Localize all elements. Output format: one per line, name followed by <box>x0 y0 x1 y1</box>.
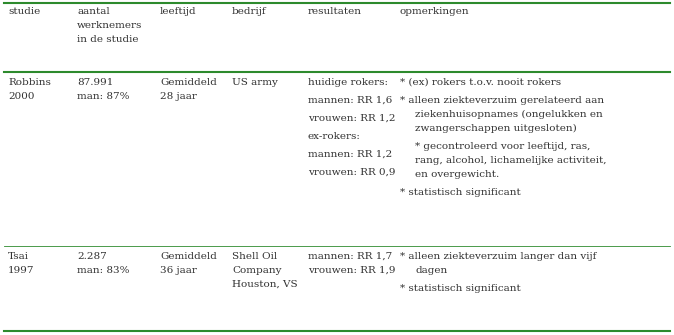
Text: Tsai: Tsai <box>8 252 29 261</box>
Text: Robbins: Robbins <box>8 78 51 87</box>
Text: Company: Company <box>232 266 282 275</box>
Text: studie: studie <box>8 7 40 16</box>
Text: mannen: RR 1,2: mannen: RR 1,2 <box>308 150 392 159</box>
Text: 28 jaar: 28 jaar <box>160 92 197 101</box>
Text: * alleen ziekteverzuim langer dan vijf: * alleen ziekteverzuim langer dan vijf <box>400 252 596 261</box>
Text: Gemiddeld: Gemiddeld <box>160 252 217 261</box>
Text: mannen: RR 1,7: mannen: RR 1,7 <box>308 252 392 261</box>
Text: * alleen ziekteverzuim gerelateerd aan: * alleen ziekteverzuim gerelateerd aan <box>400 96 604 105</box>
Text: US army: US army <box>232 78 278 87</box>
Text: bedrijf: bedrijf <box>232 7 267 16</box>
Text: aantal: aantal <box>77 7 110 16</box>
Text: zwangerschappen uitgesloten): zwangerschappen uitgesloten) <box>415 124 577 133</box>
Text: vrouwen: RR 0,9: vrouwen: RR 0,9 <box>308 168 396 177</box>
Text: rang, alcohol, lichamelijke activiteit,: rang, alcohol, lichamelijke activiteit, <box>415 156 607 165</box>
Text: vrouwen: RR 1,2: vrouwen: RR 1,2 <box>308 114 396 123</box>
Text: en overgewicht.: en overgewicht. <box>415 170 499 179</box>
Text: 87.991: 87.991 <box>77 78 113 87</box>
Text: mannen: RR 1,6: mannen: RR 1,6 <box>308 96 392 105</box>
Text: ex-rokers:: ex-rokers: <box>308 132 361 141</box>
Text: Houston, VS: Houston, VS <box>232 280 298 289</box>
Text: vrouwen: RR 1,9: vrouwen: RR 1,9 <box>308 266 396 275</box>
Text: 1997: 1997 <box>8 266 34 275</box>
Text: * gecontroleerd voor leeftijd, ras,: * gecontroleerd voor leeftijd, ras, <box>415 142 590 151</box>
Text: huidige rokers:: huidige rokers: <box>308 78 388 87</box>
Text: man: 83%: man: 83% <box>77 266 129 275</box>
Text: * statistisch significant: * statistisch significant <box>400 188 521 197</box>
Text: resultaten: resultaten <box>308 7 362 16</box>
Text: Shell Oil: Shell Oil <box>232 252 277 261</box>
Text: ziekenhuisopnames (ongelukken en: ziekenhuisopnames (ongelukken en <box>415 110 603 119</box>
Text: man: 87%: man: 87% <box>77 92 129 101</box>
Text: 2000: 2000 <box>8 92 34 101</box>
Text: * statistisch significant: * statistisch significant <box>400 284 521 293</box>
Text: leeftijd: leeftijd <box>160 7 197 16</box>
Text: 2.287: 2.287 <box>77 252 106 261</box>
Text: werknemers: werknemers <box>77 21 142 30</box>
Text: dagen: dagen <box>415 266 448 275</box>
Text: opmerkingen: opmerkingen <box>400 7 470 16</box>
Text: Gemiddeld: Gemiddeld <box>160 78 217 87</box>
Text: * (ex) rokers t.o.v. nooit rokers: * (ex) rokers t.o.v. nooit rokers <box>400 78 561 87</box>
Text: 36 jaar: 36 jaar <box>160 266 197 275</box>
Text: in de studie: in de studie <box>77 35 138 44</box>
